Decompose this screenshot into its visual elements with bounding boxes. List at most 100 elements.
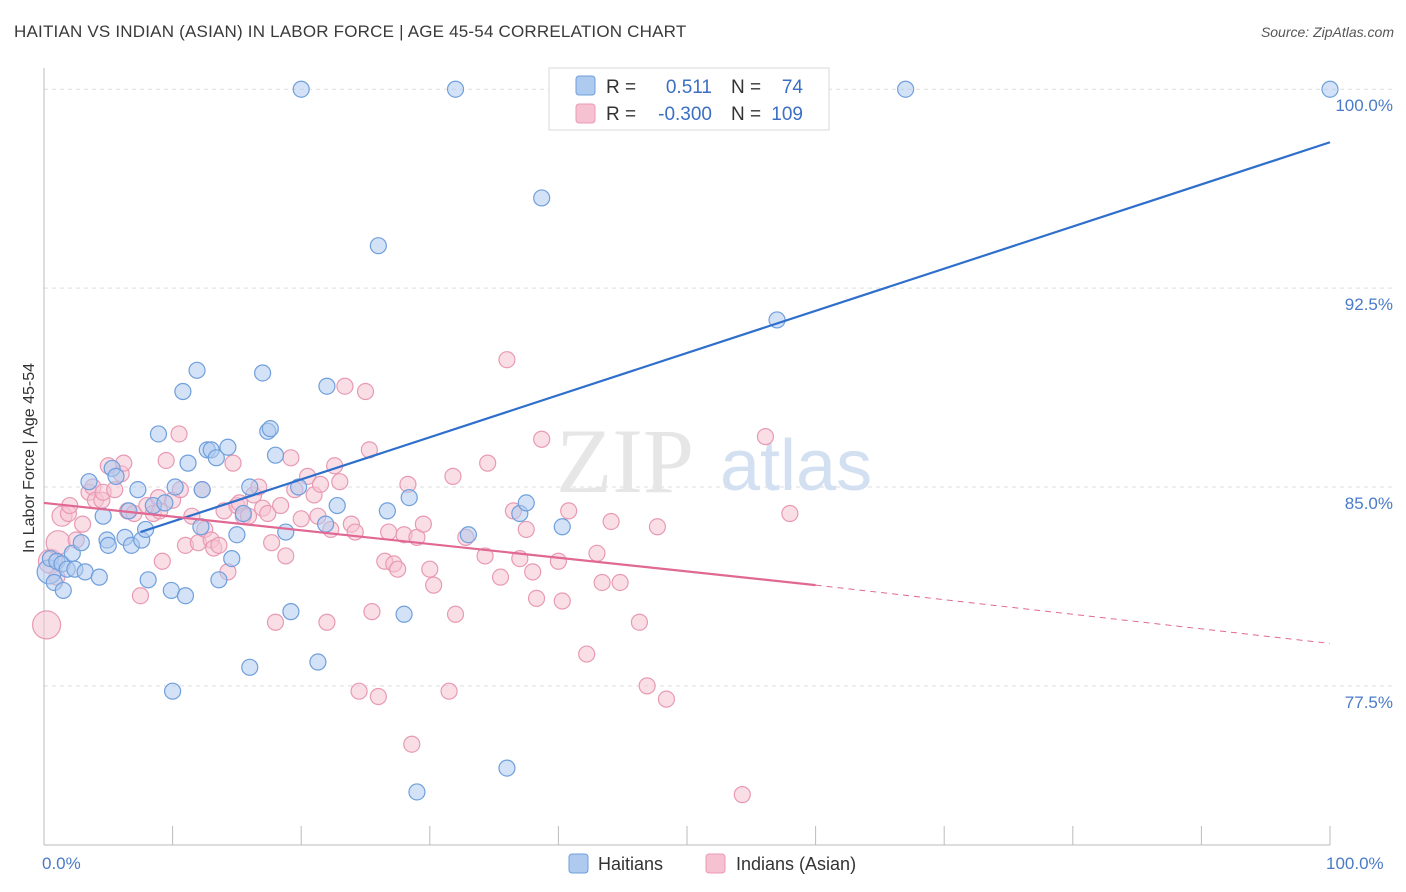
indians-point xyxy=(73,515,92,533)
haitians-trend-line xyxy=(140,141,1331,534)
haitians-point xyxy=(179,454,197,472)
haitians-point xyxy=(292,80,310,98)
indians-point xyxy=(350,682,368,700)
haitians-point xyxy=(166,478,184,496)
haitians-point xyxy=(80,473,98,491)
indians-point xyxy=(266,613,285,631)
indians-point xyxy=(263,534,281,552)
haitians-r-label: R = xyxy=(606,77,636,98)
indians-point xyxy=(611,573,629,592)
watermark-atlas: atlas xyxy=(720,426,872,506)
chart-title: HAITIAN VS INDIAN (ASIAN) IN LABOR FORCE… xyxy=(14,22,687,41)
haitians-point xyxy=(318,377,336,395)
indians-point xyxy=(131,587,150,605)
haitians-n-label: N = xyxy=(731,77,761,98)
indians-point xyxy=(363,603,381,621)
indians-point xyxy=(602,512,620,531)
haitians-point xyxy=(897,80,915,98)
indians-point xyxy=(444,467,462,485)
indians-point xyxy=(527,589,546,607)
indians-point xyxy=(153,552,171,570)
haitians-point xyxy=(317,515,335,533)
haitians-point xyxy=(498,759,516,777)
indians-point xyxy=(491,568,510,586)
indians-point xyxy=(549,552,568,570)
indians-point xyxy=(259,504,277,523)
indians-point xyxy=(446,605,465,623)
indians-point xyxy=(170,425,188,443)
haitians-point xyxy=(164,682,182,700)
indians-point xyxy=(440,682,458,700)
haitians-point xyxy=(234,504,252,523)
watermark-zip: ZIP xyxy=(556,410,694,512)
y-tick-label: 92.5% xyxy=(1345,295,1393,314)
haitians-point xyxy=(378,502,396,520)
haitians-point xyxy=(149,425,168,443)
series-legend: Haitians Indians (Asian) xyxy=(568,853,856,874)
indians-point xyxy=(272,496,290,515)
haitians-point xyxy=(193,481,211,499)
haitians-point xyxy=(395,605,413,623)
indians-point xyxy=(638,677,656,695)
indians-point xyxy=(479,454,497,472)
haitians-point xyxy=(261,420,279,438)
indians-point xyxy=(277,547,295,565)
haitians-point xyxy=(90,568,108,586)
indians-point xyxy=(318,613,336,631)
haitians-point xyxy=(99,536,117,554)
indians-point xyxy=(524,563,542,581)
haitians-point xyxy=(309,653,327,671)
indians-point xyxy=(657,690,676,708)
haitians-point xyxy=(533,189,551,207)
haitians-n-value: 74 xyxy=(782,77,804,98)
haitians-r-value: 0.511 xyxy=(666,77,712,98)
haitians-point xyxy=(446,80,465,98)
legend-haitians-swatch xyxy=(568,853,589,874)
indians-n-value: 109 xyxy=(771,104,803,125)
indians-point xyxy=(331,473,349,491)
x-tick-label-min: 0.0% xyxy=(42,854,81,873)
haitians-point xyxy=(290,478,308,496)
haitians-point xyxy=(129,481,147,499)
haitians-point xyxy=(459,526,477,544)
indians-point xyxy=(336,377,354,395)
indians-point xyxy=(311,475,330,493)
indians-point xyxy=(630,613,649,631)
indians-point xyxy=(588,544,606,562)
indians-trend-extension xyxy=(815,584,1331,644)
haitians-point xyxy=(156,494,174,512)
indians-point xyxy=(425,576,443,594)
haitians-point xyxy=(553,518,571,536)
haitians-point xyxy=(207,449,225,467)
indians-point xyxy=(210,536,228,554)
indians-n-label: N = xyxy=(731,104,761,125)
haitians-point xyxy=(254,364,272,382)
haitians-point xyxy=(328,496,346,515)
haitians-point xyxy=(139,571,157,589)
indians-point xyxy=(476,547,494,565)
indians-point xyxy=(648,518,667,536)
indians-r-label: R = xyxy=(606,104,636,125)
x-tick-label-max: 100.0% xyxy=(1326,854,1384,873)
legend-haitians-label: Haitians xyxy=(598,854,663,874)
indians-point xyxy=(292,510,310,528)
haitians-point xyxy=(400,489,418,507)
indians-point xyxy=(380,523,398,541)
y-axis-title: In Labor Force | Age 45-54 xyxy=(21,363,38,553)
stats-legend: R = 0.511 N = 74 R = -0.300 N = 109 xyxy=(548,67,830,131)
haitians-point xyxy=(228,526,246,544)
indians-point xyxy=(369,687,387,706)
indians-point xyxy=(389,560,407,578)
indians-point xyxy=(403,735,421,753)
y-tick-label: 85.0% xyxy=(1345,494,1393,513)
legend-indians-label: Indians (Asian) xyxy=(736,854,856,874)
source-credit: Source: ZipAtlas.com xyxy=(1260,24,1394,40)
indians-point xyxy=(578,645,596,663)
indians-point xyxy=(356,382,375,401)
trend-lines xyxy=(43,141,1331,644)
haitians-point xyxy=(176,587,195,605)
haitians-point xyxy=(241,658,259,676)
indians-point xyxy=(498,351,516,369)
haitians-point xyxy=(1321,80,1339,98)
haitians-point xyxy=(188,361,206,379)
